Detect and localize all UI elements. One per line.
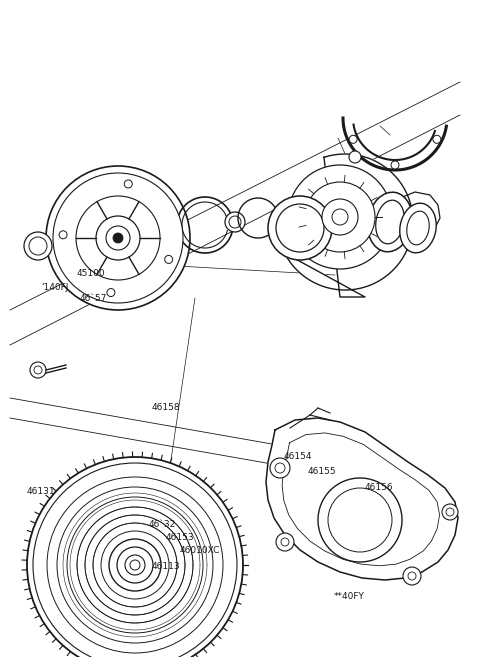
Ellipse shape [109,539,161,591]
Ellipse shape [33,463,237,657]
Circle shape [165,256,173,263]
Circle shape [281,538,289,546]
Circle shape [270,458,290,478]
Ellipse shape [322,199,358,235]
Circle shape [408,572,416,580]
Ellipse shape [85,515,185,615]
Text: **40FY: **40FY [334,592,364,601]
Ellipse shape [225,212,245,232]
Ellipse shape [400,203,436,253]
Text: 46156: 46156 [365,483,394,492]
Ellipse shape [101,531,169,599]
Circle shape [107,288,115,296]
Circle shape [391,161,399,169]
Circle shape [275,463,285,473]
Ellipse shape [229,216,241,228]
Polygon shape [285,154,413,297]
Polygon shape [266,418,458,580]
Ellipse shape [318,478,402,562]
Ellipse shape [46,166,190,310]
Circle shape [349,151,361,163]
Ellipse shape [93,523,177,607]
Ellipse shape [368,193,412,252]
Text: 45100: 45100 [77,269,106,278]
Ellipse shape [77,507,193,623]
Text: '140FJ: '140FJ [41,283,68,292]
Ellipse shape [27,457,243,657]
Polygon shape [385,192,440,230]
Text: 46113: 46113 [151,562,180,571]
Ellipse shape [328,488,392,552]
Text: 46010XC: 46010XC [180,546,220,555]
Ellipse shape [113,233,123,243]
Circle shape [442,504,458,520]
Ellipse shape [288,165,392,269]
Ellipse shape [376,200,404,244]
Ellipse shape [305,182,375,252]
Text: 46131: 46131 [26,487,55,496]
Ellipse shape [125,555,145,575]
Text: 46155: 46155 [307,467,336,476]
Ellipse shape [268,196,332,260]
Circle shape [332,209,348,225]
Circle shape [433,135,441,143]
Circle shape [426,214,434,222]
Text: 46154: 46154 [283,452,312,461]
Circle shape [349,135,357,143]
Circle shape [404,206,412,214]
Ellipse shape [96,216,140,260]
Ellipse shape [407,211,429,245]
Circle shape [34,366,42,374]
Circle shape [59,231,67,238]
Ellipse shape [24,232,52,260]
Ellipse shape [29,237,47,255]
Circle shape [130,560,140,570]
Text: 46`32: 46`32 [149,520,176,529]
Text: 46158: 46158 [151,403,180,412]
Ellipse shape [76,196,160,280]
Ellipse shape [117,547,153,583]
Ellipse shape [47,477,223,653]
Text: 46153: 46153 [166,533,194,542]
Circle shape [282,212,288,218]
Circle shape [276,533,294,551]
Circle shape [446,508,454,516]
Ellipse shape [67,497,203,633]
Text: 46`57: 46`57 [79,294,107,304]
Circle shape [30,362,46,378]
Ellipse shape [276,204,324,252]
Circle shape [403,567,421,585]
Ellipse shape [106,226,130,250]
Ellipse shape [57,487,213,643]
Circle shape [124,180,132,188]
Ellipse shape [53,173,183,303]
